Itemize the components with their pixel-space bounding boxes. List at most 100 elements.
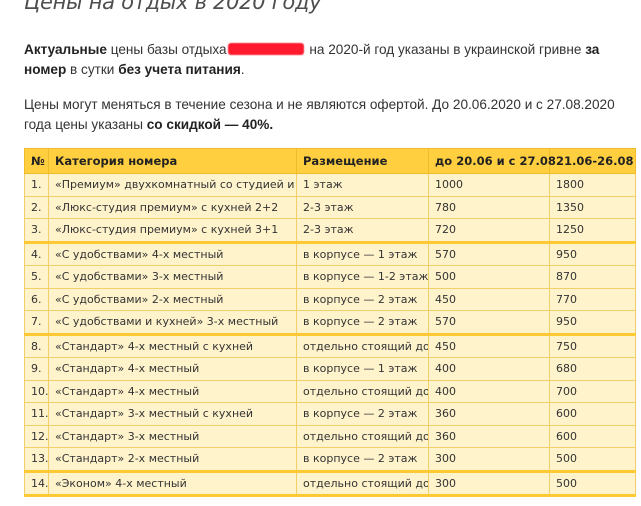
row-category: «Стандарт» 4-х местный с кухней [48,332,297,358]
row-price-low: 450 [428,332,550,358]
row-price-high: 500 [549,469,636,497]
row-number: 8. [24,332,49,358]
row-category: «Эконом» 4-х местный [48,469,297,497]
row-category: «Стандарт» 3-х местный [48,424,297,448]
row-price-high: 750 [549,332,636,358]
table-row: 12. «Стандарт» 3-х местный отдельно стоя… [24,424,636,448]
note-text: Цены могут меняться в течение сезона и н… [24,97,615,132]
row-price-low: 1000 [428,173,550,197]
table-row: 1. «Премиум» двухкомнатный со студией и … [24,173,636,197]
row-number: 5. [24,265,49,289]
row-number: 10. [24,379,49,403]
row-number: 14. [24,469,49,497]
row-placement: 2-3 этаж [296,195,429,219]
header-price-high-season: 21.06-26.08 [549,148,636,174]
row-category: «С удобствами» 4-х местный [48,240,297,266]
row-placement: отдельно стоящий домик [296,332,429,358]
row-price-high: 950 [549,240,636,266]
note-bold-discount: со скидкой — 40%. [146,117,274,132]
intro-end: . [240,62,245,77]
intro-paragraph: Актуальные цены базы отдыха на 2020-й го… [24,40,636,80]
page-heading: Цены на отдых в 2020 году [24,0,322,14]
row-placement: в корпусе — 1 этаж [296,357,429,381]
row-category: «Люкс-студия премиум» с кухней 2+2 [48,195,297,219]
row-placement: отдельно стоящий домик [296,469,429,497]
row-price-high: 600 [549,424,636,448]
row-category: «С удобствами» 3-х местный [48,265,297,289]
table-row: 11. «Стандарт» 3-х местный с кухней в ко… [24,402,636,426]
row-number: 7. [24,310,49,335]
row-category: «Стандарт» 4-х местный [48,357,297,381]
table-row: 6. «С удобствами» 2-х местный в корпусе … [24,287,636,311]
row-price-low: 450 [428,287,550,311]
row-price-low: 500 [428,265,550,289]
row-price-high: 870 [549,265,636,289]
intro-bold-actual: Актуальные [24,42,107,57]
row-number: 1. [24,173,49,197]
table-row: 5. «С удобствами» 3-х местный в корпусе … [24,265,636,289]
table-row: 8. «Стандарт» 4-х местный с кухней отдел… [24,332,636,358]
row-placement: отдельно стоящий домик [296,379,429,403]
table-row: 2. «Люкс-студия премиум» с кухней 2+2 2-… [24,195,636,219]
row-number: 13. [24,447,49,472]
row-number: 3. [24,218,49,243]
table-row: 13. «Стандарт» 2-х местный в корпусе — 2… [24,447,636,472]
table-row: 4. «С удобствами» 4-х местный в корпусе … [24,240,636,266]
table-header-row: № Категория номера Размещение до 20.06 и… [24,148,636,174]
row-price-high: 600 [549,402,636,426]
row-price-low: 300 [428,447,550,472]
row-price-high: 500 [549,447,636,472]
row-price-low: 570 [428,310,550,335]
row-number: 12. [24,424,49,448]
row-price-high: 1250 [549,218,636,243]
table-row: 9. «Стандарт» 4-х местный в корпусе — 1 … [24,357,636,381]
row-category: «С удобствами» 2-х местный [48,287,297,311]
table-row: 3. «Люкс-студия премиум» с кухней 3+1 2-… [24,218,636,243]
row-number: 11. [24,402,49,426]
row-placement: 2-3 этаж [296,218,429,243]
row-price-low: 400 [428,357,550,381]
intro-text-in: в сутки [66,62,119,77]
row-placement: в корпусе — 2 этаж [296,447,429,472]
row-placement: в корпусе — 2 этаж [296,310,429,335]
row-category: «Стандарт» 3-х местный с кухней [48,402,297,426]
row-price-low: 360 [428,402,550,426]
row-placement: в корпусе — 1-2 этаж [296,265,429,289]
row-placement: 1 этаж [296,173,429,197]
row-placement: в корпусе — 2 этаж [296,402,429,426]
header-category: Категория номера [48,148,297,174]
table-row: 14. «Эконом» 4-х местный отдельно стоящи… [24,469,636,497]
row-category: «С удобствами и кухней» 3-х местный [48,310,297,335]
row-category: «Люкс-студия премиум» с кухней 3+1 [48,218,297,243]
row-price-high: 700 [549,379,636,403]
header-placement: Размещение [296,148,429,174]
header-number: № [24,148,49,174]
row-price-high: 770 [549,287,636,311]
row-placement: отдельно стоящий домик [296,424,429,448]
row-price-low: 300 [428,469,550,497]
row-price-high: 680 [549,357,636,381]
redaction-mark [227,43,304,55]
note-paragraph: Цены могут меняться в течение сезона и н… [24,95,636,135]
row-number: 9. [24,357,49,381]
row-number: 4. [24,240,49,266]
intro-bold-no-meals: без учета питания [118,62,241,77]
table-row: 10. «Стандарт» 4-х местный отдельно стоя… [24,379,636,403]
intro-text-before-redaction: цены базы отдыха [106,42,227,57]
row-price-high: 950 [549,310,636,335]
row-number: 6. [24,287,49,311]
intro-text-after-redaction: на 2020-й год указаны в украинской гривн… [305,42,586,57]
row-price-low: 720 [428,218,550,243]
row-category: «Стандарт» 4-х местный [48,379,297,403]
row-price-low: 780 [428,195,550,219]
row-price-low: 360 [428,424,550,448]
row-placement: в корпусе — 1 этаж [296,240,429,266]
table-row: 7. «С удобствами и кухней» 3-х местный в… [24,310,636,335]
row-price-low: 570 [428,240,550,266]
row-price-high: 1800 [549,173,636,197]
row-number: 2. [24,195,49,219]
row-category: «Премиум» двухкомнатный со студией и кух… [48,173,297,197]
header-price-low-season: до 20.06 и с 27.08 [428,148,556,174]
row-price-low: 400 [428,379,550,403]
price-table: № Категория номера Размещение до 20.06 и… [24,148,636,497]
